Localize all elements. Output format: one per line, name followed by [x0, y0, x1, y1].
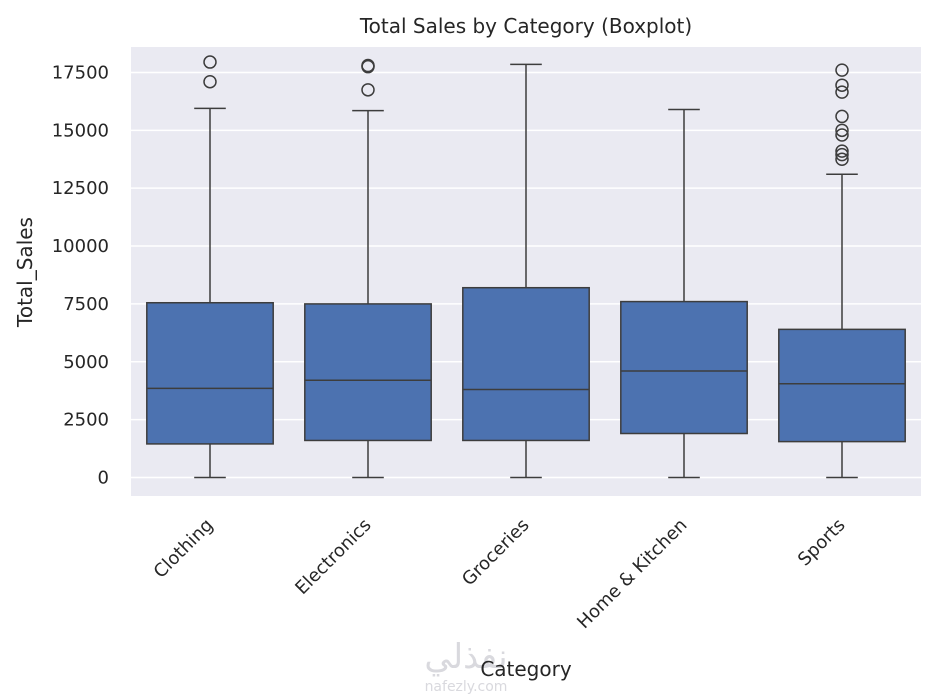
outlier-point — [203, 55, 217, 69]
box-clothing — [146, 55, 274, 479]
outlier-point — [361, 58, 375, 73]
box-electronics — [304, 58, 432, 479]
iqr-box — [146, 301, 274, 445]
outlier-point — [835, 123, 849, 138]
box-groceries — [462, 63, 590, 479]
y-tick-label: 0 — [98, 467, 109, 488]
watermark-latin: nafezly.com — [425, 679, 508, 695]
y-tick-labels: 0 2500 5000 7500 10000 12500 15000 17500 — [52, 62, 109, 488]
y-tick-label: 5000 — [63, 352, 109, 373]
outlier-point — [835, 128, 849, 142]
y-tick-label: 10000 — [52, 236, 109, 257]
x-tick-label: Home & Kitchen — [573, 515, 691, 633]
x-tick-label: Electronics — [291, 515, 375, 599]
y-axis-title: Total_Sales — [13, 217, 37, 328]
outlier-point — [835, 144, 849, 158]
watermark: نفذلي nafezly.com — [424, 637, 507, 695]
outlier-point — [835, 63, 849, 77]
box-group — [146, 55, 906, 479]
box-home-kitchen — [620, 108, 748, 479]
iqr-box — [462, 286, 590, 442]
watermark-arabic: نفذلي — [424, 637, 507, 677]
outlier-point — [835, 147, 849, 162]
x-tick-label: Clothing — [150, 515, 218, 583]
iqr-box — [620, 300, 748, 435]
y-tick-label: 12500 — [52, 178, 109, 199]
x-tick-label: Sports — [794, 515, 850, 571]
chart-title: Total Sales by Category (Boxplot) — [359, 14, 692, 38]
y-tick-label: 2500 — [63, 410, 109, 431]
x-tick-label: Groceries — [458, 515, 534, 591]
x-axis-title: Category — [480, 657, 572, 681]
outlier-point — [203, 74, 217, 89]
y-tick-label: 15000 — [52, 120, 109, 141]
iqr-box — [304, 303, 432, 442]
iqr-box — [778, 328, 906, 443]
outlier-point — [835, 78, 849, 92]
outlier-point — [361, 83, 375, 97]
outlier-point — [835, 85, 849, 99]
box-sports — [778, 63, 906, 479]
y-tick-label: 17500 — [52, 62, 109, 83]
y-tick-label: 7500 — [63, 294, 109, 315]
x-tick-labels: Clothing Electronics Groceries Home & Kitch… — [150, 515, 850, 633]
outlier-point — [835, 152, 849, 166]
outlier-point — [835, 109, 849, 124]
